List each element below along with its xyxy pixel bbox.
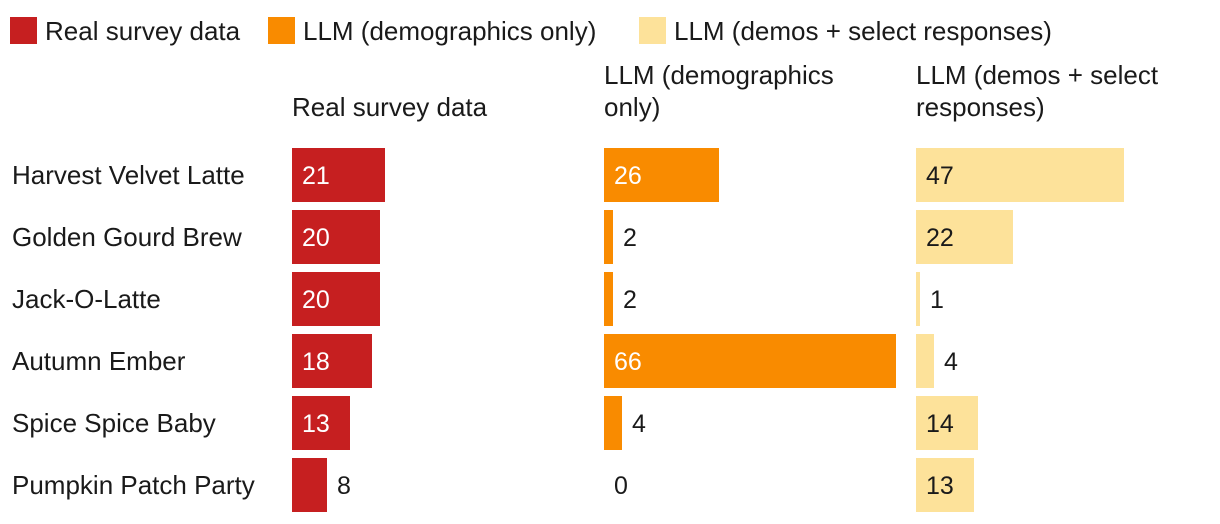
bar-llm-demographics-only-golden-gourd-brew — [604, 210, 613, 264]
value-label-llm-demographics-only-golden-gourd-brew: 2 — [623, 224, 637, 252]
legend-swatch — [639, 17, 666, 44]
value-label-llm-demos-select-responses-harvest-velvet-latte: 47 — [926, 162, 954, 190]
bar-real-survey-data-golden-gourd-brew — [292, 210, 380, 264]
legend-swatch — [10, 17, 37, 44]
value-label-real-survey-data-autumn-ember: 18 — [302, 348, 330, 376]
column-title-real-survey-data: Real survey data — [292, 92, 488, 122]
bar-real-survey-data-spice-spice-baby — [292, 396, 350, 450]
value-label-llm-demos-select-responses-autumn-ember: 4 — [944, 348, 958, 376]
bar-real-survey-data-jack-o-latte — [292, 272, 380, 326]
legend-item-llm-demos-select-responses: LLM (demos + select responses) — [639, 16, 1052, 46]
legend-item-real-survey-data: Real survey data — [10, 16, 241, 46]
category-label-harvest-velvet-latte: Harvest Velvet Latte — [12, 160, 245, 190]
value-label-llm-demos-select-responses-jack-o-latte: 1 — [930, 286, 944, 314]
bar-llm-demographics-only-spice-spice-baby — [604, 396, 622, 450]
bar-real-survey-data-autumn-ember — [292, 334, 372, 388]
bar-llm-demographics-only-harvest-velvet-latte — [604, 148, 719, 202]
bar-llm-demographics-only-jack-o-latte — [604, 272, 613, 326]
category-label-spice-spice-baby: Spice Spice Baby — [12, 408, 216, 438]
value-label-llm-demographics-only-spice-spice-baby: 4 — [632, 410, 646, 438]
legend-label: Real survey data — [45, 16, 241, 46]
category-label-autumn-ember: Autumn Ember — [12, 346, 186, 376]
bar-llm-demographics-only-autumn-ember — [604, 334, 896, 388]
bar-llm-demos-select-responses-pumpkin-patch-party — [916, 458, 974, 512]
bar-llm-demos-select-responses-jack-o-latte — [916, 272, 920, 326]
legend-swatch — [268, 17, 295, 44]
bar-real-survey-data-harvest-velvet-latte — [292, 148, 385, 202]
value-label-llm-demos-select-responses-golden-gourd-brew: 22 — [926, 224, 954, 252]
legend: Real survey data LLM (demographics only) L… — [10, 16, 1052, 46]
value-label-real-survey-data-jack-o-latte: 20 — [302, 286, 330, 314]
value-label-llm-demographics-only-jack-o-latte: 2 — [623, 286, 637, 314]
column-title-llm-demos-select-responses: LLM (demos + select responses) — [916, 60, 1159, 122]
bar-llm-demos-select-responses-spice-spice-baby — [916, 396, 978, 450]
value-label-llm-demographics-only-harvest-velvet-latte: 26 — [614, 162, 642, 190]
value-label-llm-demographics-only-pumpkin-patch-party: 0 — [614, 472, 628, 500]
legend-label: LLM (demographics only) — [303, 16, 596, 46]
legend-item-llm-demographics-only: LLM (demographics only) — [268, 16, 596, 46]
legend-label: LLM (demos + select responses) — [674, 16, 1052, 46]
value-label-llm-demographics-only-autumn-ember: 66 — [614, 348, 642, 376]
category-label-jack-o-latte: Jack-O-Latte — [12, 284, 161, 314]
value-label-real-survey-data-pumpkin-patch-party: 8 — [337, 472, 351, 500]
value-label-llm-demos-select-responses-pumpkin-patch-party: 13 — [926, 472, 954, 500]
value-label-real-survey-data-spice-spice-baby: 13 — [302, 410, 330, 438]
bar-real-survey-data-pumpkin-patch-party — [292, 458, 327, 512]
bar-llm-demos-select-responses-golden-gourd-brew — [916, 210, 1013, 264]
panel-real-survey-data: 21 20 20 18 13 8 — [292, 148, 385, 512]
column-title-llm-demographics-only: LLM (demographics only) — [604, 60, 834, 122]
category-label-pumpkin-patch-party: Pumpkin Patch Party — [12, 470, 255, 500]
bar-llm-demos-select-responses-harvest-velvet-latte — [916, 148, 1124, 202]
category-labels: Harvest Velvet Latte Golden Gourd Brew Jac… — [12, 160, 255, 500]
column-titles: Real survey data LLM (demographics only) LL… — [292, 60, 1159, 122]
value-label-real-survey-data-golden-gourd-brew: 20 — [302, 224, 330, 252]
value-label-llm-demos-select-responses-spice-spice-baby: 14 — [926, 410, 954, 438]
value-label-real-survey-data-harvest-velvet-latte: 21 — [302, 162, 330, 190]
bar-llm-demos-select-responses-autumn-ember — [916, 334, 934, 388]
category-label-golden-gourd-brew: Golden Gourd Brew — [12, 222, 242, 252]
panel-llm-demographics-only: 26 2 2 66 4 0 — [604, 148, 896, 500]
